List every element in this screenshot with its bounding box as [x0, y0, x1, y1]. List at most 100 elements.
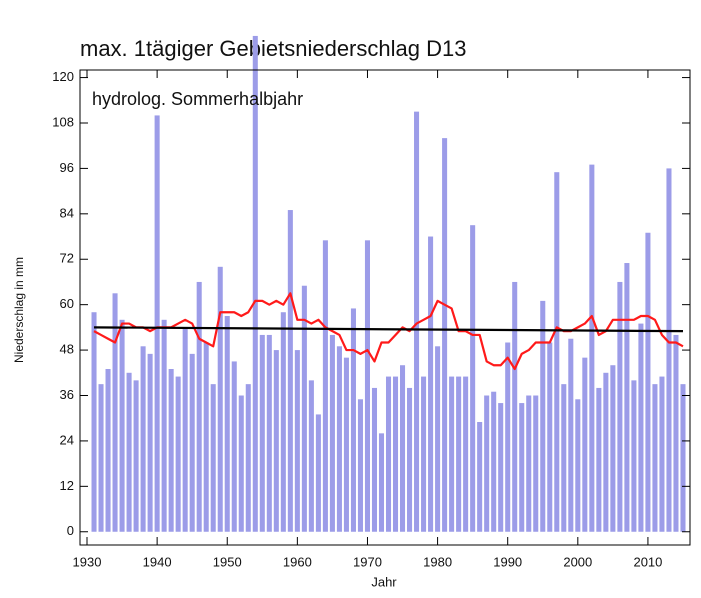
bar [210, 384, 216, 532]
bar [140, 346, 146, 532]
bar [98, 384, 104, 532]
bar [652, 384, 658, 532]
bar [231, 361, 237, 532]
bar [217, 266, 223, 532]
bar [477, 421, 483, 532]
bar [673, 334, 679, 532]
bar [617, 281, 623, 532]
bar [245, 384, 251, 532]
bar [505, 342, 511, 532]
bar [554, 172, 560, 532]
bar [315, 414, 321, 532]
x-tick-label: 1970 [353, 554, 382, 569]
bar [161, 319, 167, 532]
bar [533, 395, 539, 532]
bar [133, 380, 139, 532]
bar [238, 395, 244, 532]
bar [449, 376, 455, 532]
bar [680, 384, 686, 532]
bar [435, 346, 441, 532]
bar [378, 433, 385, 532]
bar [357, 399, 363, 532]
x-tick-label: 1930 [73, 554, 102, 569]
chart-title: max. 1tägiger Gebietsniederschlag D13 [80, 36, 466, 61]
bar [91, 312, 97, 532]
bar [414, 111, 420, 532]
bar [350, 308, 356, 532]
bar [463, 376, 469, 532]
bar [392, 376, 399, 532]
bar [540, 300, 546, 532]
x-tick-label: 1990 [493, 554, 522, 569]
x-tick-label: 1960 [283, 554, 312, 569]
bar [589, 164, 595, 532]
y-tick-label: 108 [52, 114, 74, 129]
bar [428, 236, 434, 532]
bar [561, 384, 567, 532]
x-tick-label: 2000 [563, 554, 592, 569]
bar [442, 138, 448, 532]
plot-marks [91, 35, 686, 532]
y-tick-label: 60 [60, 296, 74, 311]
bar [175, 376, 181, 532]
bar [610, 365, 616, 532]
bar [547, 342, 553, 532]
bar [329, 334, 335, 532]
bar [659, 376, 665, 532]
bar [322, 240, 328, 532]
bar [343, 357, 349, 532]
bar [224, 316, 230, 532]
plot-frame [79, 69, 691, 546]
bar [624, 263, 630, 532]
bar [582, 357, 588, 532]
y-tick-label: 96 [60, 160, 74, 175]
bar [519, 403, 525, 532]
bar [575, 399, 581, 532]
bar [498, 403, 504, 532]
bar [189, 353, 195, 532]
bar [105, 369, 111, 532]
bar [147, 353, 153, 532]
x-tick-label: 1940 [143, 554, 172, 569]
bar [112, 293, 118, 532]
y-axis-label: Niederschlag in mm [12, 257, 26, 363]
bar [596, 387, 602, 532]
bar [252, 35, 258, 532]
bar [119, 319, 125, 532]
x-tick-label: 1950 [213, 554, 242, 569]
bar [126, 372, 132, 532]
x-tick-label: 1980 [423, 554, 452, 569]
bar [385, 376, 392, 532]
y-tick-label: 12 [60, 478, 74, 493]
bar [371, 387, 378, 532]
bar [280, 312, 286, 532]
bar [273, 350, 279, 532]
bar [294, 350, 300, 532]
x-axis-label: Jahr [371, 574, 397, 589]
bar [470, 225, 476, 532]
y-tick-label: 72 [60, 251, 74, 266]
bar [526, 395, 532, 532]
y-tick-label: 24 [60, 432, 74, 447]
bar [154, 115, 160, 532]
bar [287, 210, 293, 532]
bar [666, 168, 672, 532]
y-tick-label: 0 [67, 523, 74, 538]
y-tick-label: 36 [60, 387, 74, 402]
bar [645, 232, 651, 532]
bar [182, 327, 188, 532]
bar [168, 369, 174, 532]
bar [491, 391, 497, 532]
line [93, 292, 684, 371]
bar [308, 380, 314, 532]
line [94, 326, 683, 333]
bar [364, 240, 370, 532]
bar [301, 285, 307, 532]
bar [259, 334, 265, 532]
y-tick-label: 84 [60, 205, 74, 220]
bar [203, 342, 209, 532]
bar [603, 372, 609, 532]
bar [407, 387, 413, 532]
bar [400, 365, 406, 532]
